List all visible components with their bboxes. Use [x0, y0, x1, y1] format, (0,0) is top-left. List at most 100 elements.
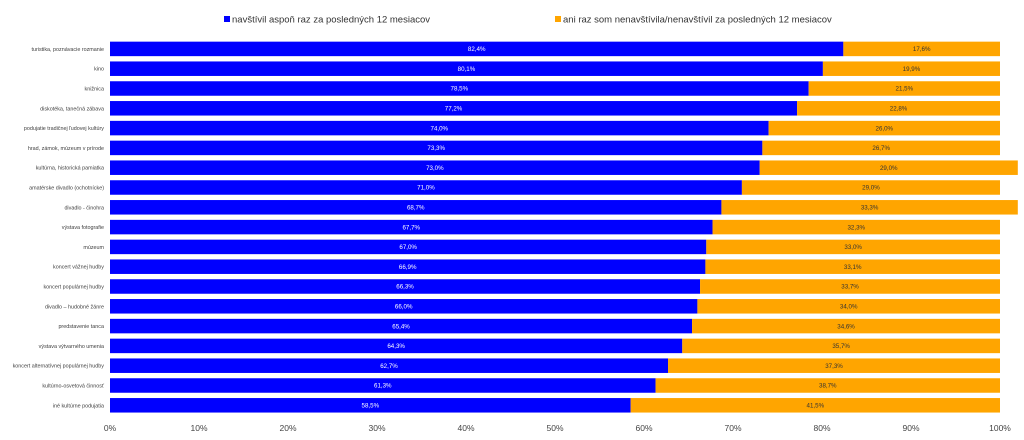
bar-not-visited	[762, 140, 1000, 156]
data-label: 17,6%	[913, 46, 931, 53]
category-label: koncert vážnej hudby	[53, 265, 104, 271]
data-label: 33,7%	[841, 284, 859, 291]
bar-visited	[110, 160, 760, 175]
bar-not-visited	[712, 219, 1000, 235]
category-label: výstava výtvarného umenia	[39, 344, 104, 350]
category-label: diskotéka, tanečná zábava	[40, 106, 104, 112]
bar-visited	[110, 81, 809, 96]
data-label: 35,7%	[832, 343, 850, 350]
x-axis: 0% 10% 20% 30% 40% 50% 60% 70% 80% 90% 100%	[104, 423, 1011, 433]
data-label: 64,3%	[387, 343, 405, 350]
bar-visited	[110, 358, 669, 373]
bar-not-visited	[706, 239, 1000, 255]
legend-swatch	[555, 16, 561, 22]
category-label: koncert alternatívnej populárnej hudby	[13, 364, 105, 370]
bar-not-visited	[668, 358, 1000, 373]
bar-not-visited	[655, 378, 1000, 393]
category-label: amatérske divadlo (ochotnícke)	[29, 186, 104, 192]
data-label: 65,4%	[392, 323, 410, 330]
category-label: kino	[94, 67, 104, 73]
category-label: predstavenie tanca	[58, 324, 104, 330]
data-label: 66,3%	[396, 284, 414, 291]
bar-visited	[110, 180, 742, 195]
bar-visited	[110, 219, 713, 235]
bar-visited	[110, 200, 722, 215]
category-labels: turistika, poznávacie rozmanie kino knižni…	[13, 47, 105, 409]
data-label: 41,5%	[807, 403, 825, 410]
category-label: iné kultúrne podujatia	[53, 403, 104, 409]
bar-visited	[110, 61, 823, 76]
bars	[110, 41, 1018, 413]
bar-visited	[110, 279, 701, 294]
x-tick-label: 40%	[457, 423, 474, 433]
bar-not-visited	[768, 120, 1000, 136]
data-label: 73,3%	[427, 145, 445, 152]
bar-not-visited	[808, 81, 1000, 96]
category-label: turistika, poznávacie rozmanie	[31, 47, 104, 53]
data-label: 34,0%	[840, 304, 858, 311]
bar-not-visited	[741, 180, 1000, 195]
data-label: 19,9%	[903, 66, 921, 73]
legend-label: ani raz som nenavštívila/nenavštívil za …	[563, 15, 832, 26]
data-label: 77,2%	[445, 106, 463, 113]
bar-not-visited	[721, 200, 1018, 215]
data-label: 38,7%	[819, 383, 837, 390]
bar-not-visited	[630, 398, 1000, 413]
category-label: hrad, zámok, múzeum v prírode	[28, 146, 104, 152]
category-label: koncert populárnej hudby	[43, 285, 104, 291]
bar-not-visited	[822, 61, 1000, 76]
bar-visited	[110, 239, 707, 255]
x-tick-label: 30%	[368, 423, 385, 433]
category-label: kultúrna, historická pamiatka	[36, 166, 104, 172]
x-tick-label: 10%	[190, 423, 207, 433]
legend-swatch	[224, 16, 230, 22]
bar-visited	[110, 41, 844, 57]
bar-visited	[110, 259, 706, 274]
data-label: 33,3%	[861, 205, 879, 212]
bar-visited	[110, 338, 683, 354]
x-tick-label: 20%	[279, 423, 296, 433]
bar-not-visited	[697, 299, 1000, 314]
data-label: 78,5%	[451, 86, 469, 93]
bar-not-visited	[843, 41, 1000, 57]
data-label: 71,0%	[417, 185, 435, 192]
x-tick-label: 60%	[635, 423, 652, 433]
data-label: 74,0%	[431, 125, 449, 132]
data-label: 33,0%	[844, 244, 862, 251]
x-tick-label: 70%	[724, 423, 741, 433]
data-label: 80,1%	[458, 66, 476, 73]
x-tick-label: 50%	[546, 423, 563, 433]
category-label: múzeum	[83, 245, 104, 251]
bar-visited	[110, 101, 798, 116]
bar-not-visited	[705, 259, 1000, 274]
data-label: 32,3%	[847, 224, 865, 231]
x-tick-label: 100%	[989, 423, 1011, 433]
bar-visited	[110, 140, 763, 156]
bar-visited	[110, 318, 693, 334]
category-label: divadlo - činohra	[64, 205, 104, 211]
bar-visited	[110, 120, 769, 136]
data-label: 82,4%	[468, 46, 486, 53]
data-label: 66,0%	[395, 304, 413, 311]
data-label: 62,7%	[380, 363, 398, 370]
data-label: 67,0%	[399, 244, 417, 251]
bar-not-visited	[692, 318, 1000, 334]
data-label: 26,7%	[872, 145, 890, 152]
data-label: 26,0%	[876, 125, 894, 132]
bar-not-visited	[700, 279, 1000, 294]
legend-label: navštívil aspoň raz za posledných 12 mes…	[232, 15, 430, 26]
category-label: divadlo – hudobné žánre	[45, 304, 104, 310]
category-label: podujatie tradičnej ľudovej kultúry	[24, 126, 104, 132]
legend: navštívil aspoň raz za posledných 12 mes…	[224, 15, 832, 26]
x-tick-label: 0%	[104, 423, 117, 433]
bar-visited	[110, 398, 631, 413]
data-label: 22,8%	[890, 106, 908, 113]
x-tick-label: 80%	[813, 423, 830, 433]
data-label: 33,1%	[844, 264, 862, 271]
data-label: 67,7%	[402, 224, 420, 231]
bar-visited	[110, 378, 656, 393]
data-labels: 82,4% 17,6% 80,1% 19,9% 78,5% 21,5% 77,2% 22,8%…	[362, 46, 931, 409]
bar-visited	[110, 299, 698, 314]
bar-not-visited	[797, 101, 1000, 116]
